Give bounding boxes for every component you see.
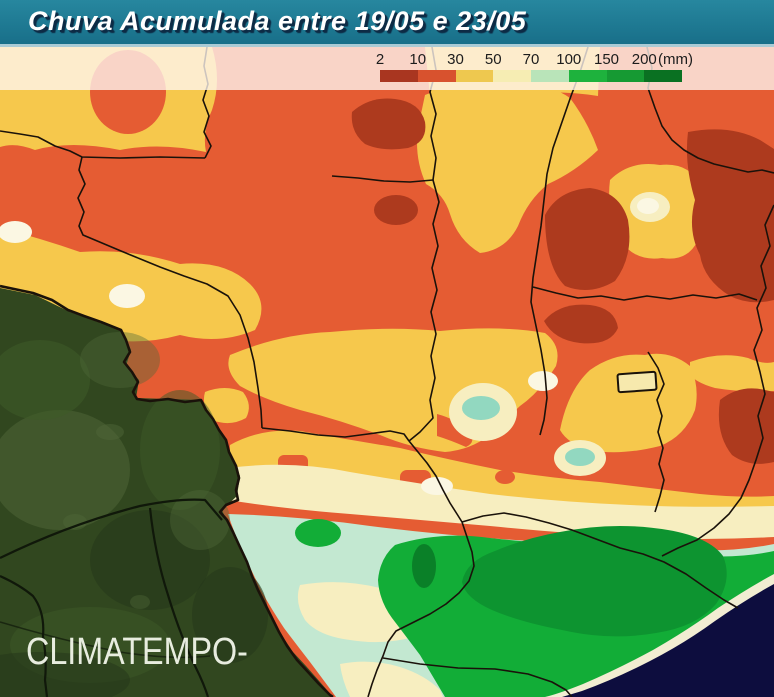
distrito-federal-box [616, 370, 658, 394]
ocean [562, 584, 774, 697]
watermark: CLIMATEMPO- [26, 631, 248, 674]
legend-label-2: 2 [375, 51, 385, 68]
legend-swatch-30 [455, 70, 494, 82]
header-divider [0, 44, 774, 47]
legend-swatch-10 [417, 70, 456, 82]
legend-swatch-100 [568, 70, 607, 82]
legend-swatch-70 [531, 70, 569, 82]
legend-labels: (mm) 2 10 30 50 70 100 150 200 [376, 51, 720, 70]
legend-label-150: 150 [593, 51, 620, 68]
legend-label-30: 30 [447, 51, 464, 68]
rain-map-canvas [0, 47, 774, 697]
legend: (mm) 2 10 30 50 70 100 150 200 [376, 51, 720, 82]
state-borders [0, 47, 774, 697]
legend-label-70: 70 [522, 51, 540, 68]
page-title: Chuva Acumulada entre 19/05 e 23/05 [28, 6, 527, 36]
watermark-text: CLIMATEMPO [26, 631, 238, 673]
legend-wash-band [0, 47, 774, 90]
legend-label-100: 100 [556, 51, 582, 68]
legend-swatch-200 [644, 70, 682, 82]
legend-swatch-50 [493, 70, 531, 82]
legend-label-200: 200 [631, 51, 657, 68]
legend-swatch-150 [606, 70, 645, 82]
legend-swatches [380, 70, 682, 82]
legend-label-50: 50 [484, 51, 502, 68]
rain-layer-green [295, 519, 774, 697]
rain-layer-darkred [351, 98, 774, 464]
brazil-border [0, 284, 334, 697]
legend-swatch-2 [380, 70, 418, 82]
rain-layer-cyan [462, 396, 595, 466]
rain-map: (mm) 2 10 30 50 70 100 150 200 CLIMATEMPO- [0, 47, 774, 697]
legend-label-10: 10 [409, 51, 427, 68]
header-bar: Chuva Acumulada entre 19/05 e 23/05 [0, 0, 774, 44]
legend-unit: (mm) [658, 51, 693, 68]
rain-layer-cream [0, 192, 774, 539]
satellite-terrain [0, 288, 333, 697]
watermark-dash: - [237, 631, 248, 673]
neighbor-country-borders [0, 498, 223, 697]
